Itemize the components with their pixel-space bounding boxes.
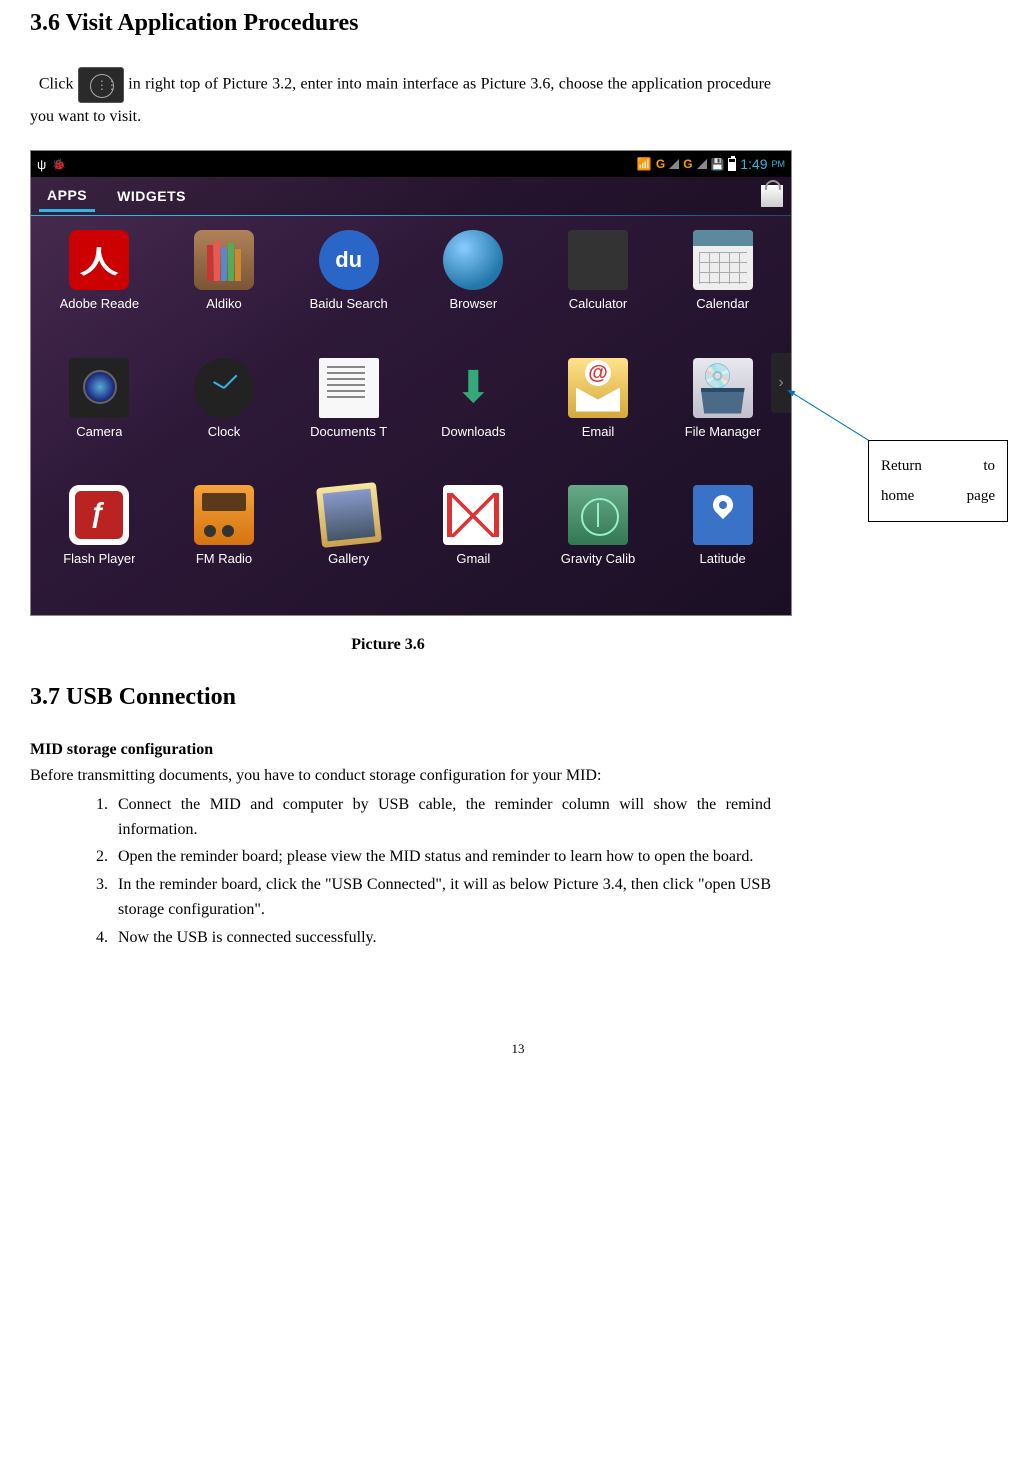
app-label: File Manager [685,424,761,439]
debug-icon: 🐞 [52,158,66,171]
app-downloads[interactable]: Downloads [415,358,532,477]
intro-paragraph-3-6: Click in right top of Picture 3.2, enter… [30,67,1006,130]
status-right: 📶 G G 💾 1:49 PM [637,156,785,172]
app-aldiko[interactable]: Aldiko [166,230,283,349]
app-label: Browser [449,296,497,311]
app-label: Gmail [456,551,490,566]
page-number: 13 [30,1041,1006,1057]
docs-icon [319,358,379,418]
email-icon [568,358,628,418]
sim2-signal-icon [697,159,707,169]
app-label: Baidu Search [310,296,388,311]
app-fm[interactable]: File Manager [664,358,781,477]
app-grid: Adobe Reade Aldiko Baidu Search Browser Calc… [31,216,791,614]
app-label: FM Radio [196,551,252,566]
app-latitude[interactable]: Latitude [664,485,781,604]
app-label: Aldiko [206,296,241,311]
tab-widgets[interactable]: WIDGETS [109,182,194,210]
app-launcher-icon [78,67,124,103]
callout-text-1: Return to [881,458,995,474]
step-2: Open the reminder board; please view the… [112,845,1006,870]
gmail-icon [443,485,503,545]
click-word: Click [39,76,78,93]
app-label: Clock [208,424,241,439]
app-label: Documents T [310,424,387,439]
app-radio[interactable]: FM Radio [166,485,283,604]
app-label: Flash Player [63,551,135,566]
app-label: Camera [76,424,122,439]
aldiko-icon [194,230,254,290]
app-gmail[interactable]: Gmail [415,485,532,604]
app-clock[interactable]: Clock [166,358,283,477]
gallery-icon [316,482,382,548]
step-3: In the reminder board, click the "USB Co… [112,873,1006,923]
play-store-icon[interactable] [761,185,783,207]
app-label: Calendar [696,296,749,311]
callout-text-2: home page [881,488,995,504]
app-email[interactable]: Email [540,358,657,477]
step-4: Now the USB is connected successfully. [112,926,1006,951]
app-docs[interactable]: Documents T [290,358,407,477]
app-calendar[interactable]: Calendar [664,230,781,349]
browser-icon [443,230,503,290]
tab-apps[interactable]: APPS [39,181,95,212]
step-1: Connect the MID and computer by USB cabl… [112,793,1006,843]
app-label: Email [582,424,615,439]
app-camera[interactable]: Camera [41,358,158,477]
calc-icon [568,230,628,290]
app-gallery[interactable]: Gallery [290,485,407,604]
sim1-signal-icon [669,159,679,169]
screenshot-container: ψ 🐞 📶 G G 💾 1:49 PM APPS WIDGETS Adobe R… [30,150,805,616]
chevron-right-icon: › [778,374,783,392]
heading-3-6: 3.6 Visit Application Procedures [30,10,1006,37]
latitude-icon [693,485,753,545]
status-left: ψ 🐞 [37,157,66,172]
app-adobe[interactable]: Adobe Reade [41,230,158,349]
android-screenshot: ψ 🐞 📶 G G 💾 1:49 PM APPS WIDGETS Adobe R… [30,150,792,616]
app-flash[interactable]: Flash Player [41,485,158,604]
app-label: Downloads [441,424,505,439]
home-dock-arrow[interactable]: › [771,353,791,413]
callout-return-home: Return to home page [868,440,1008,522]
intro-rest: in right top of Picture 3.2, enter into … [30,76,771,125]
camera-icon [69,358,129,418]
app-label: Calculator [569,296,628,311]
subhead-mid-storage: MID storage configuration [30,741,1006,759]
radio-icon [194,485,254,545]
fm-icon [693,358,753,418]
app-baidu[interactable]: Baidu Search [290,230,407,349]
tab-bar: APPS WIDGETS [31,177,791,215]
gravity-icon [568,485,628,545]
wifi-icon: 📶 [637,157,652,171]
clock-ampm: PM [772,159,786,169]
app-browser[interactable]: Browser [415,230,532,349]
steps-list: Connect the MID and computer by USB cabl… [30,793,1006,951]
app-calc[interactable]: Calculator [540,230,657,349]
sim1-g-icon: G [656,157,665,171]
baidu-icon [319,230,379,290]
clock-time: 1:49 [740,156,767,172]
section-3-7: 3.7 USB Connection MID storage configura… [30,684,1006,950]
status-bar: ψ 🐞 📶 G G 💾 1:49 PM [31,151,791,177]
heading-3-7: 3.7 USB Connection [30,684,1006,711]
figure-caption-3-6: Picture 3.6 [30,636,1006,654]
app-label: Gravity Calib [561,551,635,566]
app-gravity[interactable]: Gravity Calib [540,485,657,604]
app-label: Latitude [700,551,746,566]
sim2-g-icon: G [683,157,692,171]
app-label: Adobe Reade [60,296,140,311]
app-label: Gallery [328,551,369,566]
calendar-icon [693,230,753,290]
downloads-icon [443,358,503,418]
adobe-icon [69,230,129,290]
intro-text-3-7: Before transmitting documents, you have … [30,763,1006,789]
clock-icon [194,358,254,418]
usb-debug-icon: ψ [37,157,46,172]
sd-icon: 💾 [711,158,725,171]
flash-icon [69,485,129,545]
battery-icon [728,158,736,171]
